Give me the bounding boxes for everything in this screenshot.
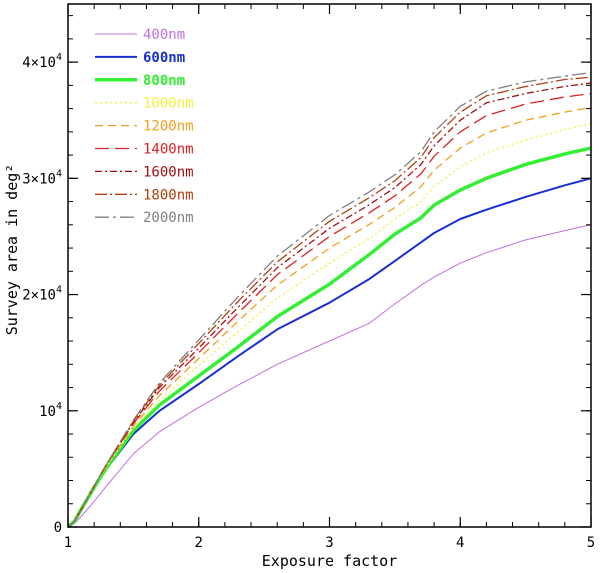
series-line-400nm bbox=[67, 224, 592, 528]
x-tick-label: 2 bbox=[195, 535, 203, 551]
x-tick-label: 3 bbox=[325, 535, 333, 551]
y-tick-label: 3×104 bbox=[22, 168, 62, 187]
legend-label-800nm: 800nm bbox=[143, 73, 185, 89]
legend-label-600nm: 600nm bbox=[143, 50, 185, 66]
series-line-2000nm bbox=[67, 71, 592, 528]
series-line-1400nm bbox=[67, 92, 592, 528]
legend-label-1600nm: 1600nm bbox=[143, 164, 194, 180]
x-tick-label: 1 bbox=[64, 535, 72, 551]
legend-label-1000nm: 1000nm bbox=[143, 96, 194, 112]
legend-label-1400nm: 1400nm bbox=[143, 142, 194, 158]
legend-label-1800nm: 1800nm bbox=[143, 187, 194, 203]
y-tick-label: 0 bbox=[54, 520, 62, 536]
y-axis-title: Survey area in deg² bbox=[3, 164, 21, 336]
series-line-600nm bbox=[67, 177, 592, 528]
legend-label-1200nm: 1200nm bbox=[143, 119, 194, 135]
y-tick-label: 4×104 bbox=[22, 52, 62, 71]
x-tick-label: 5 bbox=[587, 535, 595, 551]
legend-label-400nm: 400nm bbox=[143, 27, 185, 43]
legend: 400nm 600nm 800nm 1000nm 1200nm 1400nm 1600nm 1… bbox=[95, 27, 194, 226]
x-axis-title: Exposure factor bbox=[262, 552, 397, 570]
y-tick-label: 104 bbox=[39, 401, 62, 420]
y-tick-label: 2×104 bbox=[22, 285, 62, 304]
x-tick-label: 4 bbox=[456, 535, 464, 551]
series-line-1000nm bbox=[67, 123, 592, 528]
series-line-800nm bbox=[66, 146, 592, 529]
series-line-1800nm bbox=[67, 76, 592, 528]
legend-label-2000nm: 2000nm bbox=[143, 210, 194, 226]
